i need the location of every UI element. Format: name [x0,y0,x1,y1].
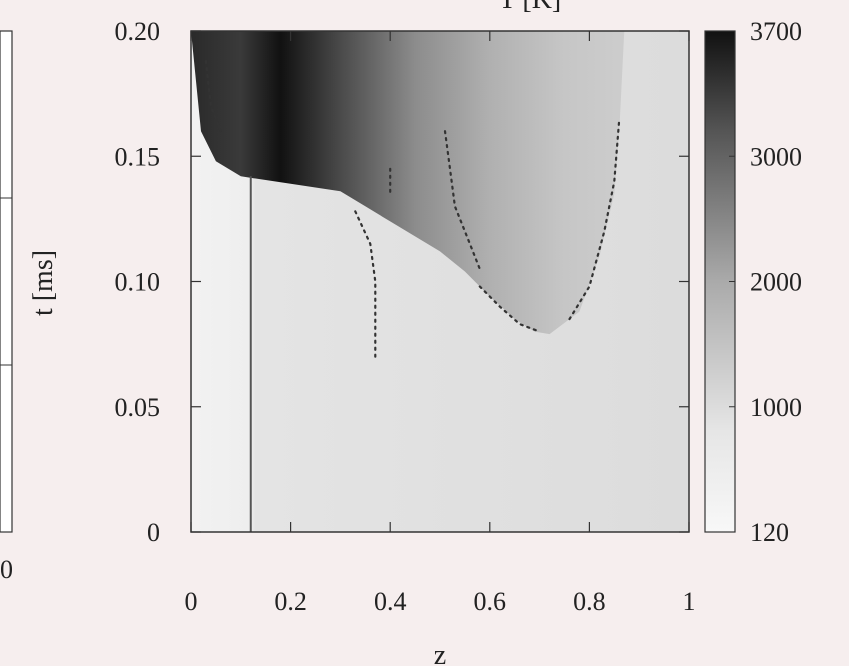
colorbar-ticks: 120 1000 2000 3000 3700 [729,17,802,547]
x-tick-label: 1 [683,587,696,616]
left-panel-x-tick: 0 [0,555,13,584]
y-tick-label: 0.10 [115,268,161,297]
x-tick-label: 0.8 [573,587,606,616]
y-tick-label: 0.15 [115,142,161,171]
colorbar-tick-label: 2000 [750,268,802,297]
y-axis-label: t [ms] [28,250,59,316]
colorbar: 120 1000 2000 3000 3700 [704,17,802,547]
hot-region [191,31,689,335]
colorbar-tick-label: 3000 [750,142,802,171]
left-panel-fragment: 0 [0,30,13,584]
dotted-traces [204,59,621,358]
x-axis-ticks: 0 0.2 0.4 0.6 0.8 1 [185,31,696,616]
x-tick-label: 0.2 [274,587,307,616]
x-tick-label: 0.4 [374,587,407,616]
dotted-trace [478,285,541,333]
x-tick-label: 0 [185,587,198,616]
dotted-trace [204,59,222,133]
x-tick-label: 0.6 [474,587,507,616]
x-axis-label: z [434,640,446,666]
plot-area [191,31,689,532]
chart-title: T [K] [499,0,561,15]
dotted-trace [568,117,621,321]
y-tick-label: 0 [147,518,160,547]
y-tick-label: 0.20 [115,17,161,46]
left-panel-frame [0,30,13,533]
colorbar-tick-label: 1000 [750,393,802,422]
y-tick-label: 0.05 [115,393,161,422]
colorbar-tick-label: 3700 [750,17,802,46]
dotted-trace [443,130,481,271]
y-axis-ticks: 0 0.05 0.10 0.15 0.20 [115,17,689,547]
colorbar-tick-label: 120 [750,518,789,547]
dotted-trace [354,210,377,358]
